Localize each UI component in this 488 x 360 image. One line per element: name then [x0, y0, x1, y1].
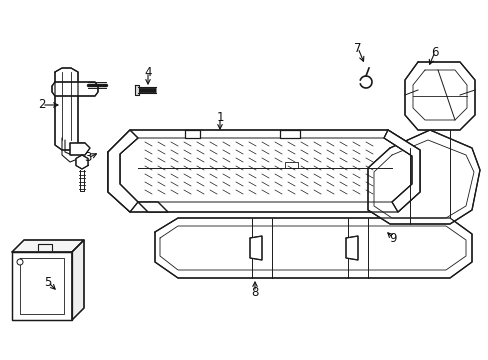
Text: 4: 4	[144, 66, 151, 78]
Text: 1: 1	[216, 112, 224, 125]
Text: 9: 9	[388, 231, 396, 244]
Text: 8: 8	[251, 285, 258, 298]
Polygon shape	[346, 236, 357, 260]
Polygon shape	[249, 236, 262, 260]
Polygon shape	[367, 130, 479, 224]
Text: 5: 5	[44, 275, 52, 288]
Polygon shape	[280, 130, 299, 138]
Polygon shape	[135, 85, 139, 95]
Polygon shape	[12, 240, 84, 252]
Polygon shape	[76, 155, 88, 169]
Text: 3: 3	[84, 152, 92, 165]
Polygon shape	[138, 202, 168, 212]
Polygon shape	[404, 62, 474, 130]
Polygon shape	[383, 130, 419, 212]
Polygon shape	[155, 218, 471, 278]
Polygon shape	[12, 252, 72, 320]
Polygon shape	[72, 240, 84, 320]
Polygon shape	[70, 143, 90, 155]
Text: 7: 7	[353, 41, 361, 54]
Polygon shape	[184, 130, 200, 138]
Polygon shape	[52, 82, 98, 96]
Circle shape	[17, 259, 23, 265]
Text: 2: 2	[38, 99, 46, 112]
Polygon shape	[55, 68, 78, 150]
Text: 6: 6	[430, 45, 438, 58]
Polygon shape	[108, 130, 138, 212]
Polygon shape	[108, 130, 419, 212]
